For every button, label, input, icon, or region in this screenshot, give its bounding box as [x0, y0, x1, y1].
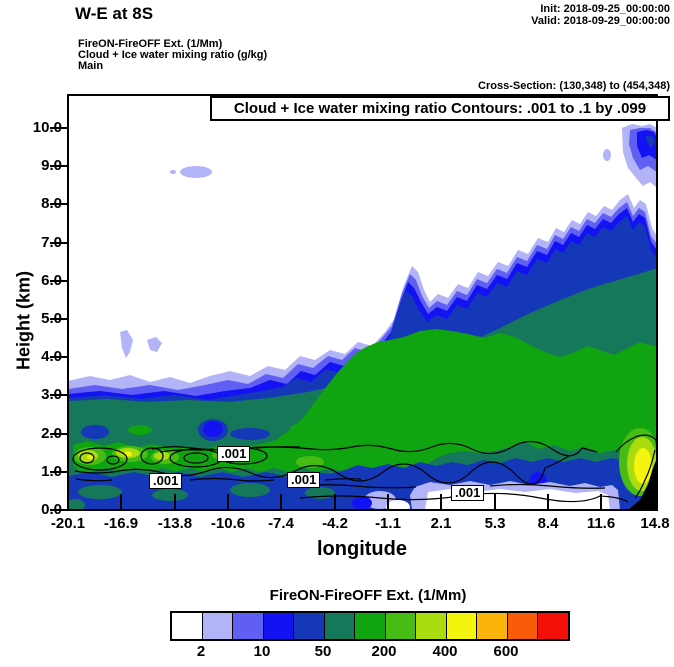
colorbar-cell [172, 613, 203, 639]
cross-section-coords: Cross-Section: (130,348) to (454,348) [478, 80, 670, 92]
run-times: Init: 2018-09-25_00:00:00 Valid: 2018-09… [531, 3, 670, 27]
x-tick-label: -20.1 [50, 515, 86, 532]
y-axis-ticks [50, 127, 68, 511]
colorbar-cell [263, 613, 295, 639]
y-tick-label: 10.0 [32, 119, 62, 136]
x-tick-label: -4.2 [322, 515, 348, 532]
colorbar-cell [446, 613, 478, 639]
y-tick-label: 6.0 [41, 272, 62, 289]
colorbar-tick-label: 200 [371, 643, 397, 660]
colorbar-cell [507, 613, 539, 639]
colorbar-tick-label: 400 [432, 643, 458, 660]
colorbar-tick-label: 2 [196, 643, 206, 660]
field-description: FireON-FireOFF Ext. (1/Mm) Cloud + Ice w… [78, 39, 267, 72]
x-tick-label: -16.9 [103, 515, 139, 532]
y-tick-label: 7.0 [41, 234, 62, 251]
field-line-2: Cloud + Ice water mixing ratio (g/kg) [78, 49, 268, 61]
colorbar [170, 611, 570, 641]
x-axis-ticks [120, 494, 602, 510]
colorbar-tick-label: 10 [253, 643, 271, 660]
colorbar-title: FireON-FireOFF Ext. (1/Mm) [269, 587, 467, 604]
y-tick-label: 2.0 [41, 425, 62, 442]
y-tick-label: 0.0 [41, 501, 62, 518]
x-tick-label: 8.4 [537, 515, 559, 532]
y-tick-label: 4.0 [41, 348, 62, 365]
x-tick-label: -10.6 [210, 515, 246, 532]
colorbar-cell [324, 613, 356, 639]
colorbar-cell [538, 613, 568, 639]
plot-frame [50, 94, 658, 511]
y-tick-label: 3.0 [41, 386, 62, 403]
colorbar-cell [202, 613, 234, 639]
plot-title: Cloud + Ice water mixing ratio Contours:… [210, 96, 670, 121]
colorbar-cell [233, 613, 264, 639]
terrain-wedge [629, 460, 656, 509]
filled-contour-field [69, 96, 656, 509]
x-tick-label: -13.8 [157, 515, 193, 532]
colorbar-cell [477, 613, 508, 639]
x-axis-title: longitude [317, 538, 407, 560]
valid-time: Valid: 2018-09-29_00:00:00 [531, 15, 670, 27]
x-tick-label: 14.8 [640, 515, 670, 532]
contour-label: .001 [287, 472, 321, 488]
contour-label: .001 [217, 446, 251, 462]
field-line-3: Main [78, 60, 104, 72]
x-tick-label: -7.4 [268, 515, 294, 532]
y-tick-label: 1.0 [41, 463, 62, 480]
colorbar-cell [355, 613, 386, 639]
colorbar-tick-label: 50 [314, 643, 332, 660]
colorbar-cell [294, 613, 325, 639]
colorbar-cell [416, 613, 447, 639]
x-tick-label: 5.3 [484, 515, 506, 532]
page-title: W-E at 8S [75, 4, 154, 23]
y-tick-label: 8.0 [41, 195, 62, 212]
x-tick-label: 11.6 [586, 515, 616, 532]
x-tick-label: 2.1 [430, 515, 452, 532]
init-time: Init: 2018-09-25_00:00:00 [540, 3, 670, 15]
y-tick-label: 5.0 [41, 310, 62, 327]
colorbar-tick-label: 600 [493, 643, 519, 660]
y-tick-label: 9.0 [41, 157, 62, 174]
contour-label: .001 [149, 473, 183, 489]
contour-label: .001 [451, 485, 485, 501]
x-tick-label: -1.1 [375, 515, 401, 532]
colorbar-cell [385, 613, 417, 639]
field-line-1: FireON-FireOFF Ext. (1/Mm) [78, 38, 223, 50]
